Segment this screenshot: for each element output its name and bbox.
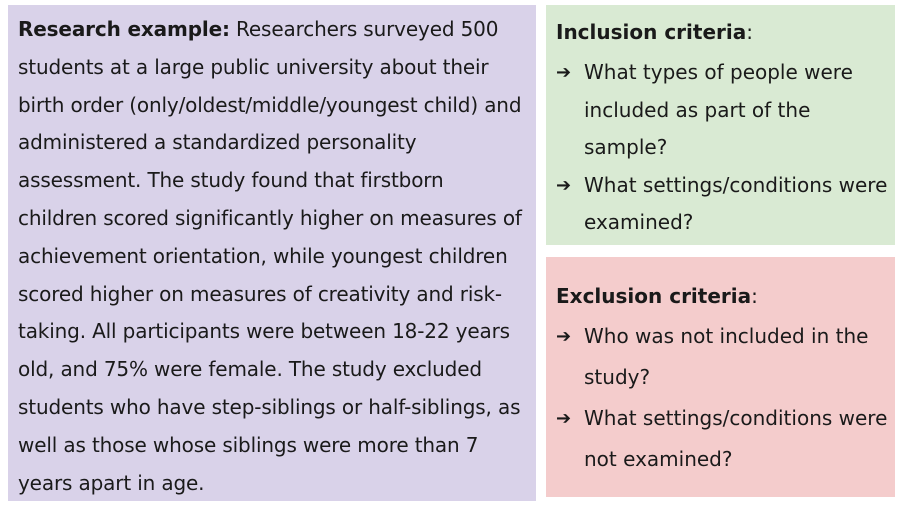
arrow-right-icon: ➔: [556, 326, 572, 347]
inclusion-criteria-list: ➔ What types of people were included as p…: [556, 54, 889, 242]
inclusion-item-text: What settings/conditions were examined?: [584, 172, 888, 235]
exclusion-item: ➔ What settings/conditions were not exami…: [556, 398, 889, 480]
exclusion-criteria-colon: :: [751, 284, 758, 308]
inclusion-item: ➔ What settings/conditions were examined?: [556, 167, 889, 242]
exclusion-criteria-list: ➔ Who was not included in the study? ➔ Wha…: [556, 316, 889, 480]
exclusion-item-text: Who was not included in the study?: [584, 324, 869, 389]
arrow-right-icon: ➔: [556, 174, 572, 196]
exclusion-criteria-title: Exclusion criteria:: [556, 281, 889, 311]
inclusion-criteria-heading: Inclusion criteria: [556, 20, 747, 44]
research-example-text: Research example: Researchers surveyed 5…: [18, 11, 528, 502]
research-example-heading: Research example:: [18, 17, 230, 41]
inclusion-item-text: What types of people were included as pa…: [584, 60, 853, 159]
arrow-right-icon: ➔: [556, 62, 572, 83]
exclusion-item-text: What settings/conditions were not examin…: [584, 406, 888, 471]
inclusion-criteria-panel: Inclusion criteria: ➔ What types of peopl…: [546, 5, 895, 245]
research-example-body: Researchers surveyed 500 students at a l…: [18, 17, 522, 495]
inclusion-criteria-colon: :: [746, 20, 753, 44]
inclusion-item: ➔ What types of people were included as p…: [556, 54, 889, 167]
research-example-panel: Research example: Researchers surveyed 5…: [8, 5, 536, 501]
inclusion-criteria-title: Inclusion criteria:: [556, 17, 889, 47]
exclusion-criteria-heading: Exclusion criteria: [556, 284, 752, 308]
exclusion-item: ➔ Who was not included in the study?: [556, 316, 889, 398]
arrow-right-icon: ➔: [556, 408, 572, 429]
exclusion-criteria-panel: Exclusion criteria: ➔ Who was not include…: [546, 257, 895, 497]
